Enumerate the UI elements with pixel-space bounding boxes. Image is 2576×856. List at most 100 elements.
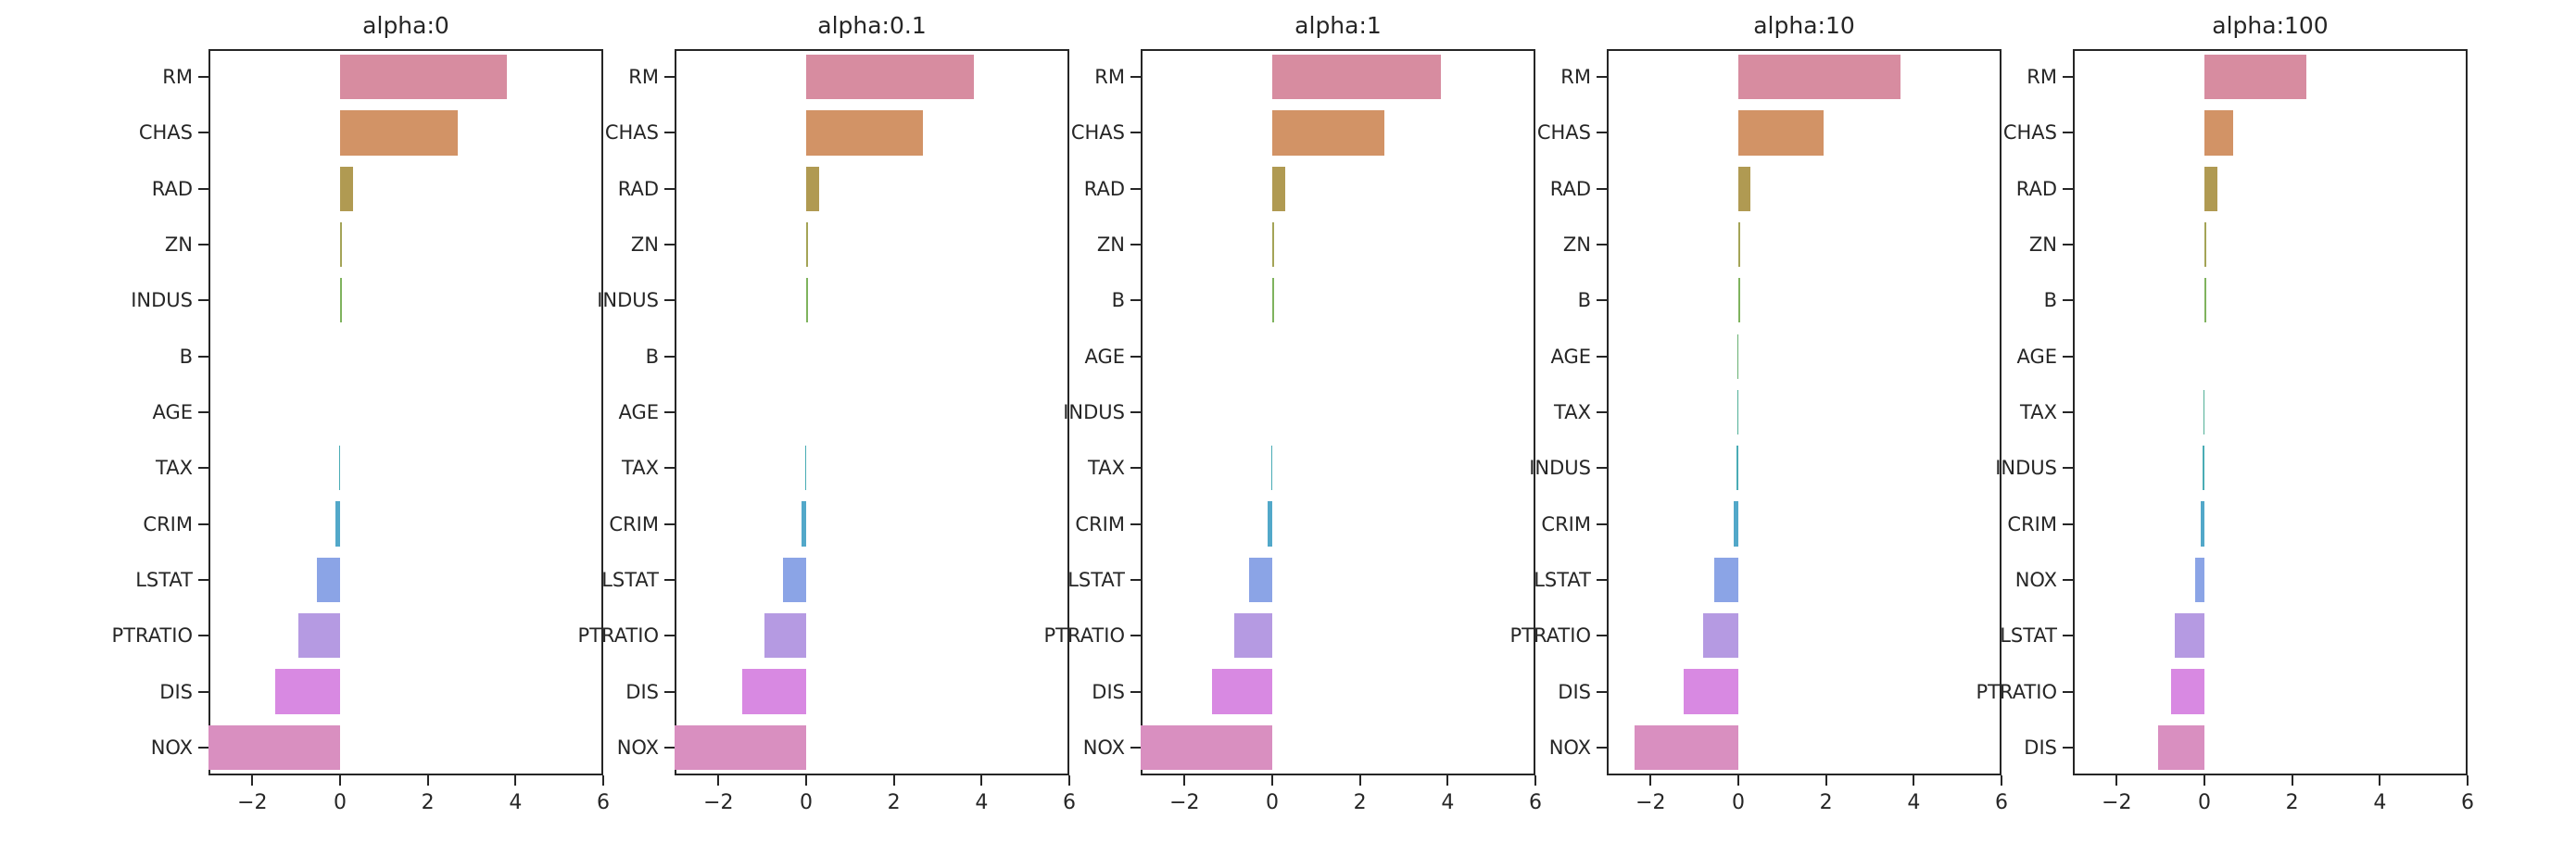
y-tick: [2063, 578, 2073, 581]
y-tick-label: CHAS: [2002, 121, 2057, 145]
x-tick: [805, 775, 807, 786]
x-tick-label: 6: [1063, 791, 1076, 814]
y-tick: [1597, 746, 1607, 749]
y-tick-label: INDUS: [1063, 401, 1125, 423]
y-tick: [198, 746, 208, 749]
y-tick: [1130, 635, 1141, 637]
y-tick-label: CHAS: [604, 121, 659, 145]
bar-rm: [340, 55, 508, 100]
x-tick-label: 2: [887, 791, 901, 814]
y-tick: [198, 132, 208, 134]
bar-ptratio: [297, 613, 340, 659]
y-tick: [1130, 746, 1141, 749]
y-tick: [1130, 522, 1141, 525]
bar-zn: [2204, 221, 2207, 268]
bar-nox: [2195, 557, 2204, 603]
y-tick-label: PTRATIO: [1043, 624, 1125, 648]
x-tick: [602, 775, 604, 786]
y-tick-label: B: [1111, 289, 1125, 312]
y-tick-label: CHAS: [1070, 121, 1125, 145]
y-tick-label: TAX: [1088, 457, 1125, 480]
y-tick-label: B: [2043, 289, 2057, 312]
x-tick: [1358, 775, 1361, 786]
x-tick-label: −2: [2102, 791, 2132, 814]
x-tick: [1825, 775, 1827, 786]
x-tick: [892, 775, 895, 786]
bar-lstat: [1713, 557, 1738, 603]
y-tick: [1597, 355, 1607, 358]
bar-indus: [806, 278, 808, 323]
y-tick: [198, 522, 208, 525]
y-tick: [664, 746, 675, 749]
y-tick: [1130, 690, 1141, 693]
x-tick: [514, 775, 517, 786]
y-tick: [198, 244, 208, 246]
x-tick-label: 0: [1732, 791, 1745, 814]
y-tick-label: DIS: [625, 680, 659, 703]
y-tick: [664, 76, 675, 79]
y-tick-label: LSTAT: [601, 568, 659, 591]
x-tick: [251, 775, 254, 786]
x-tick-label: 2: [1819, 791, 1833, 814]
y-tick: [1130, 76, 1141, 79]
y-tick-label: RAD: [1549, 177, 1591, 200]
y-tick-label: ZN: [2028, 233, 2057, 257]
y-tick-label: AGE: [1550, 345, 1591, 368]
y-tick: [198, 690, 208, 693]
bar-indus: [1736, 446, 1738, 491]
y-tick: [2063, 522, 2073, 525]
y-tick: [1130, 132, 1141, 134]
bar-b: [1738, 278, 1740, 323]
y-tick: [198, 467, 208, 470]
y-tick-label: AGE: [1084, 345, 1125, 368]
y-tick-label: CRIM: [1541, 512, 1591, 535]
y-tick: [1130, 244, 1141, 246]
bar-lstat: [2174, 613, 2204, 659]
x-tick-label: 0: [800, 791, 813, 814]
y-tick-label: LSTAT: [2000, 624, 2057, 648]
x-tick-label: 0: [2198, 791, 2211, 814]
y-tick-label: B: [645, 345, 659, 368]
x-tick: [1183, 775, 1186, 786]
y-tick: [2063, 635, 2073, 637]
x-tick: [1068, 775, 1070, 786]
bar-chas: [1738, 110, 1825, 156]
bar-nox: [675, 724, 806, 770]
x-tick: [2203, 775, 2205, 786]
x-tick: [426, 775, 429, 786]
y-tick-label: INDUS: [131, 289, 193, 312]
y-tick: [1597, 244, 1607, 246]
bar-dis: [1212, 669, 1272, 714]
bar-nox: [208, 724, 340, 770]
y-tick-label: LSTAT: [135, 568, 193, 591]
bar-tax: [2203, 389, 2204, 435]
y-tick-label: RM: [628, 66, 659, 89]
y-tick-label: NOX: [1082, 736, 1125, 759]
bar-crim: [335, 501, 340, 547]
x-tick-label: 2: [421, 791, 435, 814]
y-tick: [2063, 746, 2073, 749]
bar-zn: [1272, 221, 1275, 268]
bar-dis: [741, 669, 806, 714]
x-tick: [2001, 775, 2002, 786]
x-tick: [1737, 775, 1739, 786]
y-tick-label: RAD: [617, 177, 659, 200]
y-tick-label: CRIM: [609, 512, 659, 535]
bar-dis: [1683, 669, 1738, 714]
x-tick-label: 0: [334, 791, 347, 814]
x-tick-label: 6: [2461, 791, 2474, 814]
x-tick-label: 2: [1353, 791, 1367, 814]
y-tick: [1130, 578, 1141, 581]
x-tick: [2115, 775, 2118, 786]
y-tick: [1130, 355, 1141, 358]
x-tick: [2379, 775, 2381, 786]
y-tick: [664, 467, 675, 470]
y-tick: [1597, 467, 1607, 470]
subplot-title: alpha:10: [1753, 12, 1855, 39]
axes-frame: [1607, 49, 2001, 775]
bar-tax: [804, 446, 806, 491]
y-tick: [198, 578, 208, 581]
y-tick-label: RAD: [1083, 177, 1125, 200]
y-tick: [664, 299, 675, 302]
y-tick: [1597, 76, 1607, 79]
